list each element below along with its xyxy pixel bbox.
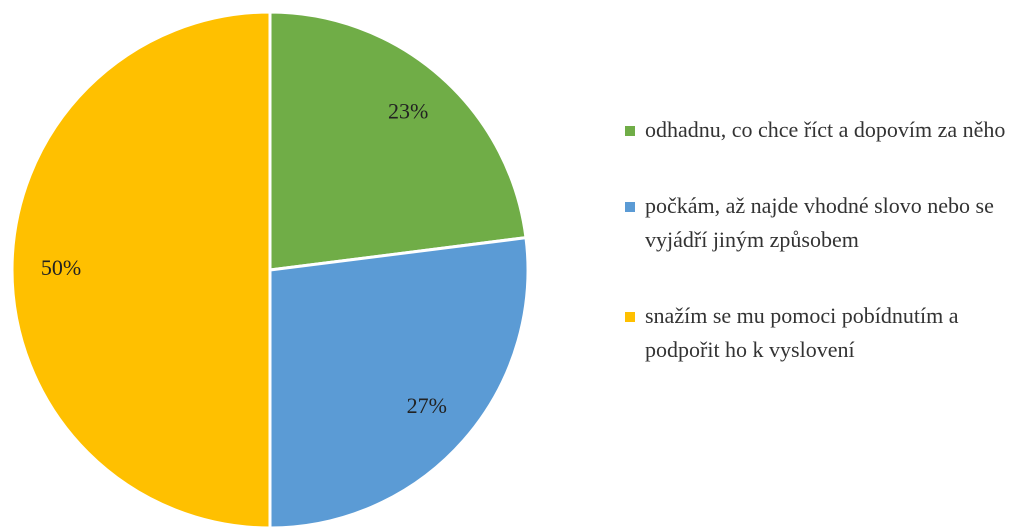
legend-swatch [625, 202, 635, 212]
pie-slice [10, 10, 272, 527]
data-label: 23% [388, 98, 428, 123]
pie-slice [268, 235, 530, 527]
legend-item: počkám, až najde vhodné slovo nebo se vy… [625, 189, 1015, 257]
legend-label: počkám, až najde vhodné slovo nebo se vy… [645, 193, 994, 252]
legend-item: snažím se mu pomoci pobídnutím a podpoři… [625, 299, 1015, 367]
data-label: 50% [41, 255, 81, 280]
chart: 23% 27% 50% [10, 10, 530, 527]
legend-swatch [625, 312, 635, 322]
pie-slice [268, 10, 528, 272]
legend-label: snažím se mu pomoci pobídnutím a podpoři… [645, 303, 959, 362]
legend-swatch [625, 126, 635, 136]
legend-item: odhadnu, co chce říct a dopovím za něho [625, 113, 1015, 147]
legend: odhadnu, co chce říct a dopovím za něho p… [625, 113, 1015, 409]
data-label: 27% [407, 393, 447, 418]
legend-label: odhadnu, co chce říct a dopovím za něho [645, 117, 1006, 142]
